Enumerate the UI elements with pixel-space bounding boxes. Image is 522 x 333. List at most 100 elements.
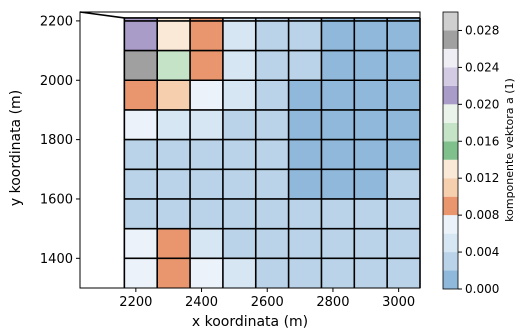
y-tick-label: 1400: [40, 252, 73, 267]
contour-cell: [124, 258, 158, 288]
contour-cell: [321, 109, 355, 140]
contour-cell: [387, 198, 420, 229]
colorbar-swatch: [443, 12, 458, 31]
contour-cell: [354, 80, 388, 110]
x-tick-label: 3000: [382, 295, 415, 310]
x-axis-label: x koordinata (m): [192, 314, 308, 330]
contour-cell: [255, 17, 289, 21]
contour-cell: [157, 258, 191, 288]
contour-cell: [190, 80, 223, 110]
contour-cell: [124, 228, 158, 259]
contour-cell: [354, 20, 388, 51]
contour-cell: [288, 258, 322, 288]
contour-cell: [288, 139, 322, 170]
contour-cell: [222, 20, 256, 51]
contour-cell: [255, 139, 289, 170]
contour-cell: [157, 109, 191, 140]
contour-cell: [157, 228, 191, 259]
contour-cell: [190, 109, 223, 140]
contour-cell: [354, 17, 388, 21]
contour-cell: [222, 258, 256, 288]
contour-cell: [288, 169, 322, 199]
colorbar-label: komponente vektora a (1): [503, 78, 516, 222]
colorbar-tick-label: 0.024: [465, 60, 499, 74]
contour-cell: [222, 50, 256, 81]
contour-cell: [387, 169, 420, 199]
contour-cell: [288, 20, 322, 51]
contour-cell: [190, 20, 223, 51]
contour-cell: [157, 17, 191, 21]
contour-cell: [222, 198, 256, 229]
contour-cell: [190, 258, 223, 288]
contour-cell: [288, 228, 322, 259]
x-tick-label: 2600: [251, 295, 284, 310]
contour-cell: [255, 169, 289, 199]
contour-cell: [255, 109, 289, 140]
contour-cell: [222, 228, 256, 259]
contour-cell: [222, 17, 256, 21]
contour-cell: [222, 109, 256, 140]
colorbar-tick-label: 0.012: [465, 171, 499, 185]
contour-cell: [124, 169, 158, 199]
contour-cell: [288, 109, 322, 140]
contour-cell: [387, 17, 420, 21]
y-tick-label: 1800: [40, 133, 73, 148]
contour-cell: [288, 17, 322, 21]
contour-cell: [387, 80, 420, 110]
contour-cell: [157, 80, 191, 110]
contour-cell: [321, 198, 355, 229]
contour-cell: [255, 80, 289, 110]
contour-cell: [354, 109, 388, 140]
contour-cell: [321, 139, 355, 170]
contour-cell: [354, 169, 388, 199]
contour-cell: [157, 198, 191, 229]
contour-cell: [255, 198, 289, 229]
contour-cell: [255, 228, 289, 259]
contour-cell: [255, 258, 289, 288]
colorbar-swatch: [443, 67, 458, 86]
colorbar-swatch: [443, 270, 458, 289]
contour-cell: [321, 17, 355, 21]
contour-cell: [124, 20, 158, 51]
contour-cell: [190, 198, 223, 229]
colorbar-tick-label: 0.020: [465, 97, 499, 111]
y-tick-label: 2200: [40, 14, 73, 29]
contour-cell: [387, 50, 420, 81]
colorbar-swatch: [443, 178, 458, 197]
colorbar-swatch: [443, 141, 458, 160]
contour-cell: [255, 20, 289, 51]
contour-cell: [222, 80, 256, 110]
contour-cell: [124, 80, 158, 110]
contour-cell: [354, 139, 388, 170]
contour-cell: [190, 228, 223, 259]
contour-cell: [354, 258, 388, 288]
contour-cell: [321, 228, 355, 259]
colorbar-swatch: [443, 48, 458, 68]
contour-cell: [157, 169, 191, 199]
colorbar-swatch: [443, 159, 458, 179]
contour-cell: [387, 109, 420, 140]
contour-cell: [190, 139, 223, 170]
contour-cell: [387, 258, 420, 288]
colorbar-tick-label: 0.016: [465, 134, 499, 148]
colorbar-frame: [442, 11, 459, 290]
x-axis: 2200 2400 2600 2800 3000: [119, 288, 415, 310]
colorbar-tick-label: 0.028: [465, 23, 499, 37]
contour-cell: [157, 50, 191, 81]
contour-cell: [222, 139, 256, 170]
contour-cell: [321, 20, 355, 51]
colorbar-swatch: [443, 30, 458, 49]
contour-cell: [321, 169, 355, 199]
contour-cell: [288, 80, 322, 110]
colorbar-swatch: [443, 196, 458, 216]
contour-cell: [157, 139, 191, 170]
contour-cell: [124, 17, 158, 21]
colorbar-tick-label: 0.000: [465, 282, 499, 296]
contour-cell: [354, 198, 388, 229]
contour-cell: [321, 50, 355, 81]
contour-cell: [124, 198, 158, 229]
contour-cell: [387, 228, 420, 259]
x-tick-label: 2400: [185, 295, 218, 310]
contour-cell: [387, 20, 420, 51]
plot-frame: [79, 11, 421, 289]
